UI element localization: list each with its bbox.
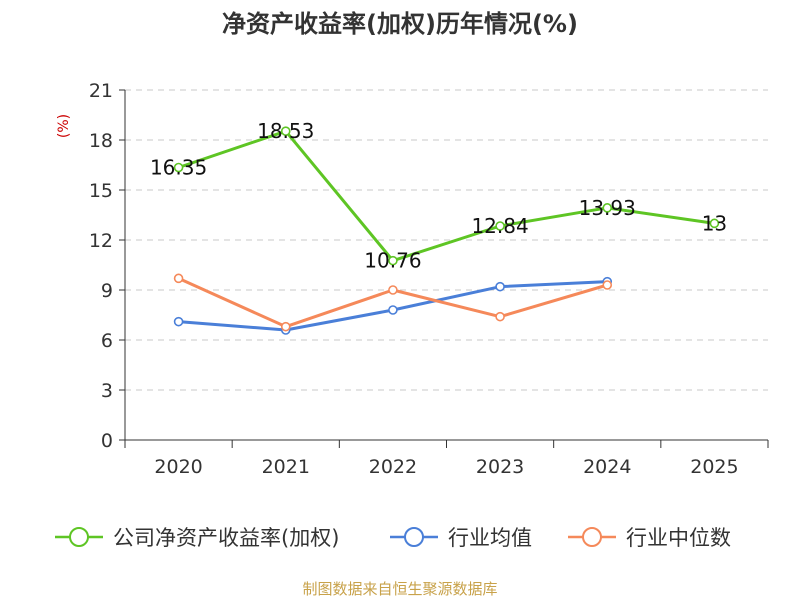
legend-marker-2 [582,527,602,547]
data-label-2022: 10.76 [364,249,421,273]
axes: 0 3 6 9 12 15 18 21 2020 2021 2022 2023 2024 2025 [89,80,769,478]
x-tick-label-2020: 2020 [154,456,202,478]
data-point-s1-2022 [388,305,398,315]
x-tick-label-2021: 2021 [262,456,310,478]
y-axis-unit: (%) [56,114,72,138]
y-tick-label: 18 [89,130,113,152]
x-tick-label-2022: 2022 [369,456,417,478]
data-point-s1-2020 [173,316,184,327]
series-line-0 [178,129,715,263]
y-tick-label: 21 [89,80,113,102]
legend-label-1: 行业均值 [448,526,532,550]
legend-marker-1 [404,527,424,547]
x-tick-label-2025: 2025 [690,456,738,478]
data-label-2023: 12.84 [471,214,528,238]
y-tick-label: 9 [101,280,113,302]
y-tick-label: 12 [89,230,113,252]
data-point-s0-2024 [602,203,613,213]
legend-label-0: 公司净资产收益率(加权) [113,526,339,550]
data-point-s0-2021 [280,126,291,136]
data-point-s1-2023 [495,281,505,292]
x-tick-label-2024: 2024 [583,456,631,478]
data-labels: 16.35 18.53 10.76 12.84 13.93 13 [150,119,727,272]
y-tick-label: 3 [101,380,113,402]
data-label-2020: 16.35 [150,156,207,180]
legend-marker-0 [69,527,89,547]
legend-label-2: 行业中位数 [626,526,731,550]
x-tick-label-2023: 2023 [476,456,524,478]
grid-lines [125,89,768,391]
data-point-s0-2023 [495,221,505,231]
data-point-s0-2020 [173,162,184,173]
y-tick-label: 0 [101,430,113,452]
data-label-2024: 13.93 [579,196,636,220]
data-label-2025: 13 [702,211,727,235]
data-label-2021: 18.53 [257,119,314,143]
legend: 公司净资产收益率(加权) 行业均值 行业中位数 [55,526,731,550]
data-point-s2-2021 [280,321,291,332]
data-point-s2-2024 [602,280,613,290]
source-note: 制图数据来自恒生聚源数据库 [302,580,497,598]
y-tick-label: 6 [101,330,113,352]
data-point-s2-2022 [388,285,398,295]
data-point-s0-2025 [709,218,720,229]
chart-title: 净资产收益率(加权)历年情况(%) [222,10,578,38]
data-point-s0-2022 [388,255,398,266]
data-point-s2-2020 [173,273,184,284]
data-point-s2-2023 [495,311,505,322]
y-tick-label: 15 [89,180,113,202]
series-layer [173,126,720,335]
